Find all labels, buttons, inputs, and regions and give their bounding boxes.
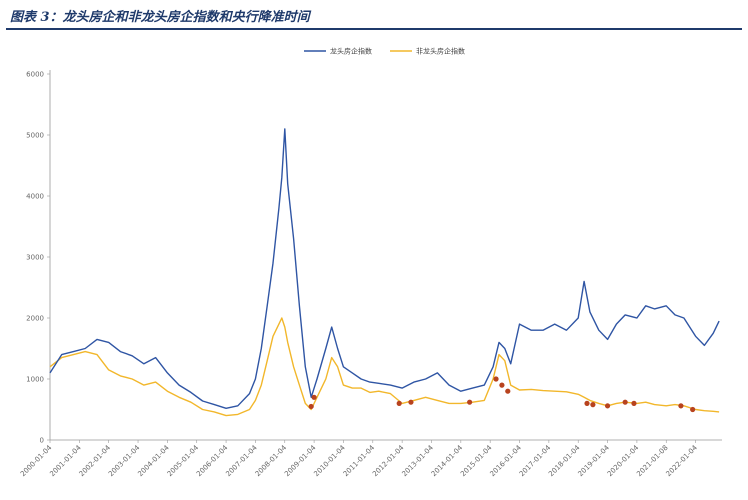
legend-label: 龙头房企指数 bbox=[330, 47, 372, 56]
rrr-cut-marker bbox=[622, 399, 628, 405]
series-line bbox=[49, 317, 720, 417]
rrr-cut-marker bbox=[493, 376, 499, 382]
rrr-cut-marker bbox=[690, 406, 696, 413]
rrr-cut-marker bbox=[505, 388, 511, 394]
rrr-cut-marker bbox=[499, 382, 505, 388]
rrr-cut-marker bbox=[584, 400, 590, 406]
rrr-cut-marker bbox=[311, 394, 317, 400]
rrr-cut-marker bbox=[631, 400, 637, 406]
title-rule bbox=[6, 28, 742, 30]
y-tick-label: 6000 bbox=[26, 71, 44, 79]
rrr-cut-marker bbox=[408, 399, 414, 405]
y-tick-label: 1000 bbox=[26, 376, 44, 384]
rrr-cut-marker bbox=[308, 403, 314, 410]
x-tick-label: 2022-01-04 bbox=[665, 443, 700, 478]
title-bar: 图表 3：龙头房企和非龙头房企指数和央行降准时间 bbox=[6, 4, 742, 30]
rrr-cut-marker bbox=[467, 399, 473, 405]
y-tick-label: 5000 bbox=[26, 132, 44, 140]
rrr-cut-marker bbox=[396, 400, 402, 406]
rrr-cut-marker bbox=[678, 403, 684, 409]
series-line bbox=[49, 128, 720, 409]
chart-title: 图表 3：龙头房企和非龙头房企指数和央行降准时间 bbox=[10, 10, 310, 25]
y-tick-label: 3000 bbox=[26, 254, 44, 262]
rrr-cut-marker bbox=[590, 402, 596, 408]
y-tick-label: 4000 bbox=[26, 193, 44, 201]
y-tick-label: 0 bbox=[40, 437, 44, 445]
legend-label: 非龙头房企指数 bbox=[416, 47, 465, 56]
y-tick-label: 2000 bbox=[26, 315, 44, 323]
rrr-cut-marker bbox=[604, 403, 611, 409]
